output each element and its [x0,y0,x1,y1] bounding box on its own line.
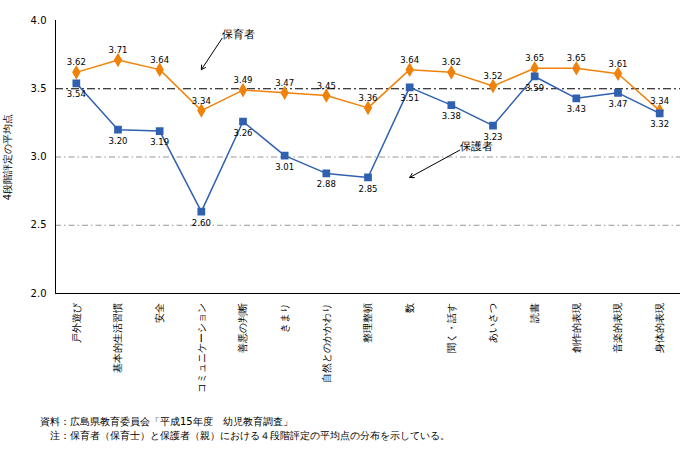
svg-text:4.0: 4.0 [31,15,47,26]
svg-text:善悪の判断: 善悪の判断 [237,303,248,353]
svg-text:3.36: 3.36 [359,93,378,103]
svg-text:3.51: 3.51 [400,93,419,103]
svg-text:3.49: 3.49 [234,75,253,85]
svg-text:3.5: 3.5 [31,83,47,94]
svg-text:3.62: 3.62 [67,57,86,67]
svg-text:聞く・話す: 聞く・話す [446,303,457,353]
svg-text:3.34: 3.34 [192,96,211,106]
svg-text:3.19: 3.19 [150,137,169,147]
svg-text:3.23: 3.23 [483,131,503,142]
svg-text:2.88: 2.88 [317,179,336,189]
svg-text:2.85: 2.85 [359,184,378,194]
svg-text:2.60: 2.60 [192,218,211,228]
svg-text:コミュニケーション: コミュニケーション [196,303,207,393]
svg-text:3.20: 3.20 [109,136,128,146]
svg-text:3.59: 3.59 [525,83,544,93]
svg-text:3.65: 3.65 [567,53,586,63]
svg-text:3.0: 3.0 [31,151,47,162]
svg-text:あいさつ: あいさつ [487,303,498,343]
svg-text:保護者: 保護者 [460,140,493,153]
svg-text:保育者: 保育者 [222,28,255,41]
html-text:資料：広島県教育委員会「平成15年度 幼児教育調査」 注：保: 資料：広島県教育委員会「平成15年度 幼児教育調査」 注：保育者（保育士）と保護… [40,416,450,441]
svg-text:4段階評定の平均点: 4段階評定の平均点 [2,114,13,200]
svg-text:整理整頓: 整理整頓 [362,303,373,343]
svg-text:3.32: 3.32 [650,119,669,129]
svg-text:3.71: 3.71 [109,45,128,55]
svg-text:2.5: 2.5 [31,219,47,230]
svg-text:3.47: 3.47 [275,78,294,88]
svg-text:3.61: 3.61 [609,59,628,69]
svg-text:数: 数 [404,303,415,313]
svg-text:音楽的表現: 音楽的表現 [612,303,623,353]
svg-text:3.01: 3.01 [275,162,294,172]
svg-text:3.47: 3.47 [609,99,628,109]
svg-text:3.65: 3.65 [525,53,544,63]
svg-text:3.64: 3.64 [150,55,169,65]
svg-text:自然とのかかわり: 自然とのかかわり [321,303,332,383]
svg-text:基本的生活習慣: 基本的生活習慣 [112,303,123,373]
svg-text:戸外遊び: 戸外遊び [71,302,82,343]
svg-text:読書: 読書 [529,303,540,323]
svg-text:3.64: 3.64 [400,55,419,65]
svg-text:3.38: 3.38 [442,111,461,121]
svg-text:3.62: 3.62 [442,57,461,67]
svg-text:3.45: 3.45 [317,81,336,91]
svg-text:2.0: 2.0 [31,288,47,299]
svg-text:身体的表現: 身体的表現 [654,303,665,353]
svg-text:3.43: 3.43 [567,104,586,114]
svg-text:3.52: 3.52 [484,71,503,81]
svg-text:創作的表現: 創作的表現 [571,303,582,353]
svg-text:3.26: 3.26 [234,128,253,138]
svg-text:3.34: 3.34 [650,96,669,106]
svg-text:安全: 安全 [154,303,165,323]
svg-text:3.54: 3.54 [67,89,86,99]
svg-text:きまり: きまり [279,303,290,333]
